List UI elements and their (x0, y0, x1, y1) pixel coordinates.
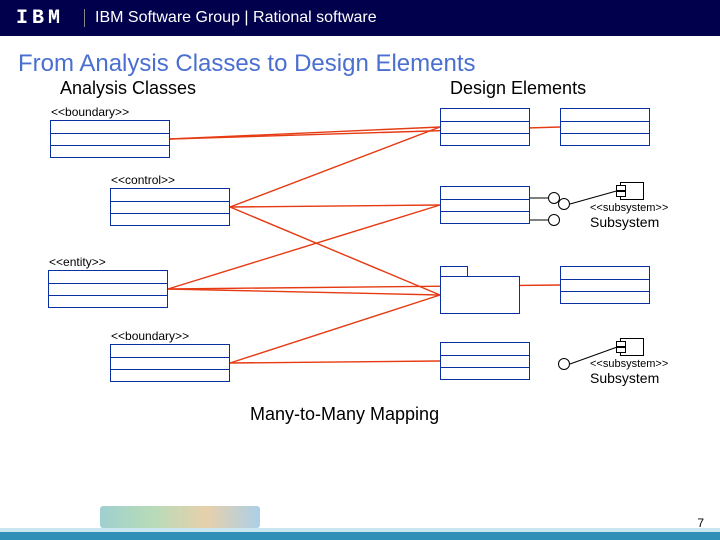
uml-class-e: <<entity>> (48, 270, 168, 308)
left-column-heading: Analysis Classes (60, 78, 196, 99)
uml-class-d2 (560, 108, 650, 146)
subsystem-label: Subsystem (590, 370, 659, 386)
header-title: IBM Software Group | Rational software (95, 9, 377, 27)
footer-stripe-dark (0, 532, 720, 540)
right-column-heading: Design Elements (450, 78, 586, 99)
interface-icon (558, 198, 570, 210)
header-divider (84, 9, 85, 27)
uml-class-d1 (440, 108, 530, 146)
uml-class-d6 (440, 342, 530, 380)
uml-class-b: <<boundary>> (50, 120, 170, 158)
stereotype-label: <<boundary>> (51, 105, 129, 119)
stereotype-label: <<boundary>> (111, 329, 189, 343)
footer: 7 (0, 504, 720, 540)
stereotype-label: <<entity>> (49, 255, 106, 269)
subsystem-label: Subsystem (590, 214, 659, 230)
uml-package-p1 (440, 276, 520, 314)
uml-class-d5 (560, 266, 650, 304)
subsystem-stereotype: <<subsystem>> (590, 202, 668, 214)
interface-icon (558, 358, 570, 370)
header: IBM IBM Software Group | Rational softwa… (0, 0, 720, 36)
slide-title: From Analysis Classes to Design Elements (0, 36, 720, 78)
center-caption: Many-to-Many Mapping (250, 404, 439, 425)
page-number: 7 (697, 516, 704, 530)
uml-class-d3 (440, 186, 530, 224)
interface-icon (548, 214, 560, 226)
ibm-logo: IBM (16, 7, 64, 30)
footer-artwork (100, 506, 260, 528)
diagram-canvas: Analysis Classes Design Elements Many-to… (0, 78, 720, 488)
stereotype-label: <<control>> (111, 173, 175, 187)
uml-class-b2: <<boundary>> (110, 344, 230, 382)
component-icon (620, 182, 644, 200)
uml-class-c: <<control>> (110, 188, 230, 226)
subsystem-stereotype: <<subsystem>> (590, 358, 668, 370)
component-icon (620, 338, 644, 356)
